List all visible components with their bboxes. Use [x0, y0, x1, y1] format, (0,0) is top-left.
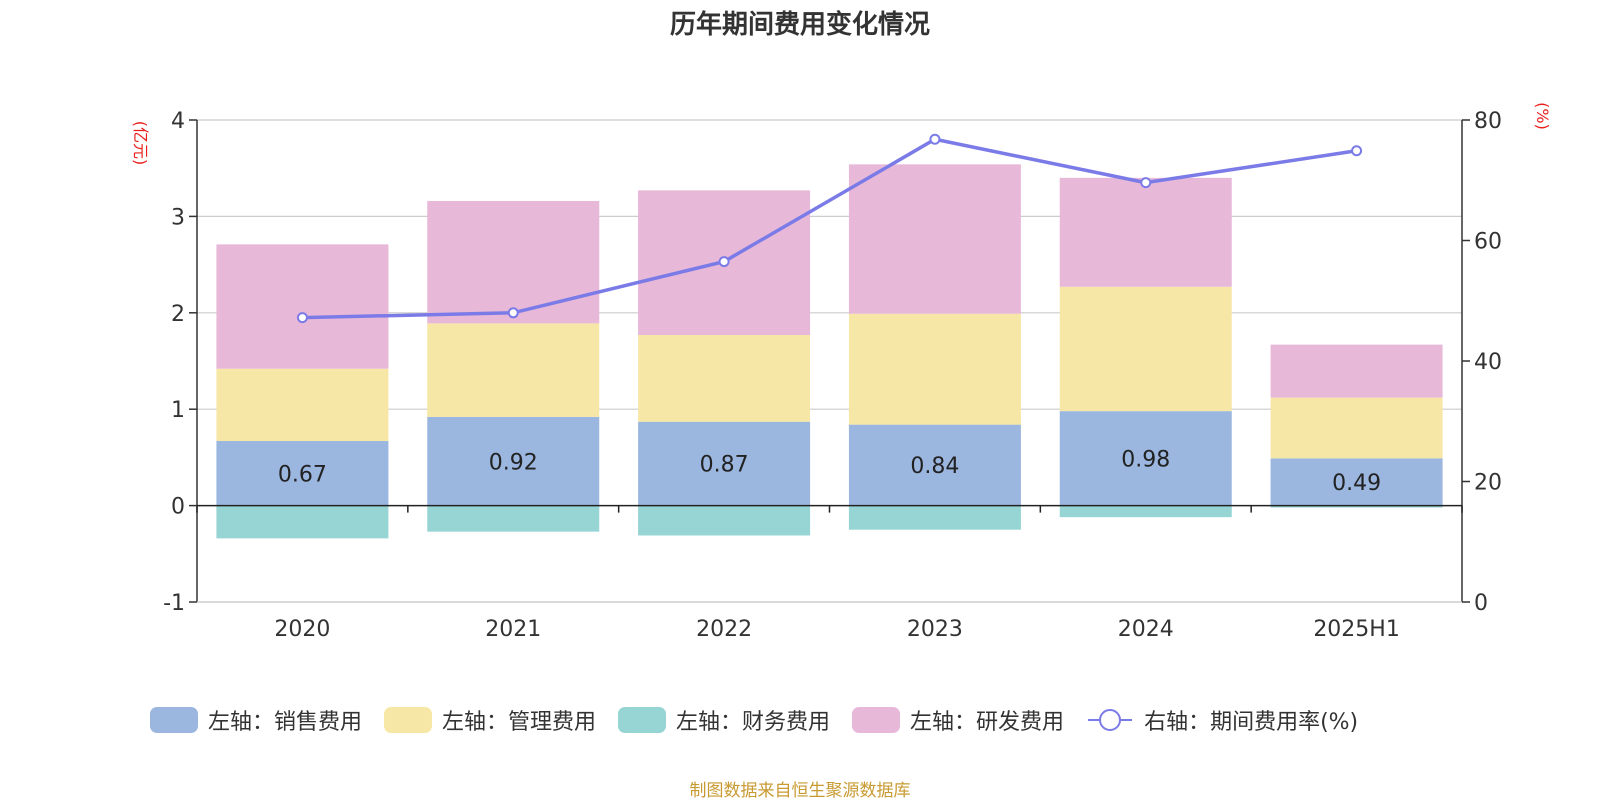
bar-segment-series-2[interactable] [427, 505, 600, 532]
legend-label-admin: 左轴：管理费用 [442, 710, 597, 735]
x-tick-label: 2022 [696, 617, 752, 642]
bar-segment-series-1[interactable] [1270, 397, 1443, 459]
legend-swatch-rnd [852, 707, 901, 733]
bar-segment-series-0[interactable] [638, 421, 811, 506]
legend-item-rate[interactable]: 右轴：期间费用率(%) [1086, 704, 1358, 736]
legend-swatch-finance [618, 707, 667, 733]
legend-item-finance[interactable]: 左轴：财务费用 [618, 704, 830, 736]
rate-line [302, 137, 1357, 320]
y-right-tick-label: 80 [1474, 109, 1502, 134]
bar-value-label: 0.84 [910, 454, 959, 479]
legend-label-rate: 右轴：期间费用率(%) [1144, 710, 1359, 735]
bar-segment-series-0[interactable] [1059, 411, 1232, 506]
y-left-tick-label: 1 [171, 398, 185, 423]
x-tick-label: 2023 [907, 617, 963, 642]
rate-point[interactable] [718, 256, 730, 268]
legend-label-sales: 左轴：销售费用 [208, 710, 363, 735]
bar-segment-series-3[interactable] [216, 244, 389, 369]
y-right-tick-label: 0 [1474, 591, 1488, 616]
data-labels: 0.67 0.92 0.87 0.84 0.98 0.49 [278, 447, 1381, 496]
bar-value-label: 0.92 [489, 450, 538, 475]
rate-point[interactable] [296, 312, 308, 324]
rate-point[interactable] [929, 133, 941, 145]
bar-segment-series-0[interactable] [216, 441, 389, 506]
bar-segment-series-2[interactable] [1270, 505, 1443, 508]
legend: 左轴：销售费用 左轴：管理费用 左轴：财务费用 左轴：研发费用 右轴：期间费用率… [150, 702, 1380, 738]
bar-segment-series-2[interactable] [638, 505, 811, 536]
bar-segment-series-1[interactable] [216, 368, 389, 442]
bar-value-label: 0.87 [700, 453, 749, 478]
y-left-tick-label: -1 [163, 591, 185, 616]
x-tick-label: 2025H1 [1313, 617, 1400, 642]
bar-segment-series-1[interactable] [427, 323, 600, 417]
bar-segment-series-2[interactable] [216, 505, 389, 539]
rate-point[interactable] [1140, 177, 1152, 189]
bar-value-label: 0.49 [1332, 471, 1381, 496]
x-tick-label: 2020 [274, 617, 330, 642]
y-left-tick-label: 3 [171, 205, 185, 230]
legend-swatch-sales [150, 707, 198, 733]
bar-segment-series-0[interactable] [848, 424, 1021, 506]
chart-title: 历年期间费用变化情况 [669, 10, 930, 40]
bar-segment-series-1[interactable] [638, 334, 811, 422]
rate-line-series [296, 133, 1363, 324]
legend-label-rnd: 左轴：研发费用 [910, 710, 1065, 735]
y-right-tick-label: 60 [1474, 230, 1502, 255]
y-right-tick-label: 40 [1474, 350, 1502, 375]
y-left-tick-label: 0 [171, 495, 185, 520]
bar-segment-series-3[interactable] [427, 200, 600, 324]
legend-item-admin[interactable]: 左轴：管理费用 [384, 704, 596, 736]
bar-segment-series-3[interactable] [1270, 344, 1443, 398]
bar-series [216, 164, 1443, 539]
bar-segment-series-0[interactable] [427, 416, 600, 506]
legend-item-sales[interactable]: 左轴：销售费用 [150, 704, 362, 736]
bar-value-label: 0.98 [1121, 447, 1170, 472]
y-right-tick-label: 20 [1474, 471, 1502, 496]
legend-line-marker-icon [1088, 709, 1133, 731]
bar-segment-series-3[interactable] [848, 164, 1021, 314]
expense-chart: 2020 2021 2022 2023 2024 2025H1-1012340204060… [131, 102, 1552, 642]
x-tick-label: 2024 [1118, 617, 1174, 642]
source-note: 制图数据来自恒生聚源数据库 [689, 781, 911, 801]
legend-label-finance: 左轴：财务费用 [676, 710, 831, 735]
bar-segment-series-2[interactable] [848, 505, 1021, 530]
bar-segment-series-1[interactable] [1059, 286, 1232, 412]
rate-point[interactable] [1351, 145, 1363, 157]
y-left-tick-label: 2 [171, 302, 185, 327]
y-axis-right-title: (%) [1533, 102, 1552, 130]
y-left-tick-label: 4 [171, 109, 185, 134]
bar-value-label: 0.67 [278, 462, 327, 487]
bar-segment-series-1[interactable] [848, 313, 1021, 425]
x-tick-label: 2021 [485, 617, 541, 642]
bar-segment-series-3[interactable] [1059, 177, 1232, 287]
bar-segment-series-2[interactable] [1059, 505, 1232, 518]
y-axis-left-title: (亿元) [131, 121, 150, 166]
legend-item-rnd[interactable]: 左轴：研发费用 [852, 704, 1064, 736]
bar-segment-series-0[interactable] [1270, 458, 1443, 506]
axes: 2020 2021 2022 2023 2024 2025H1-1012340204060… [163, 109, 1502, 642]
legend-swatch-admin [384, 707, 433, 733]
rate-point[interactable] [507, 307, 519, 319]
